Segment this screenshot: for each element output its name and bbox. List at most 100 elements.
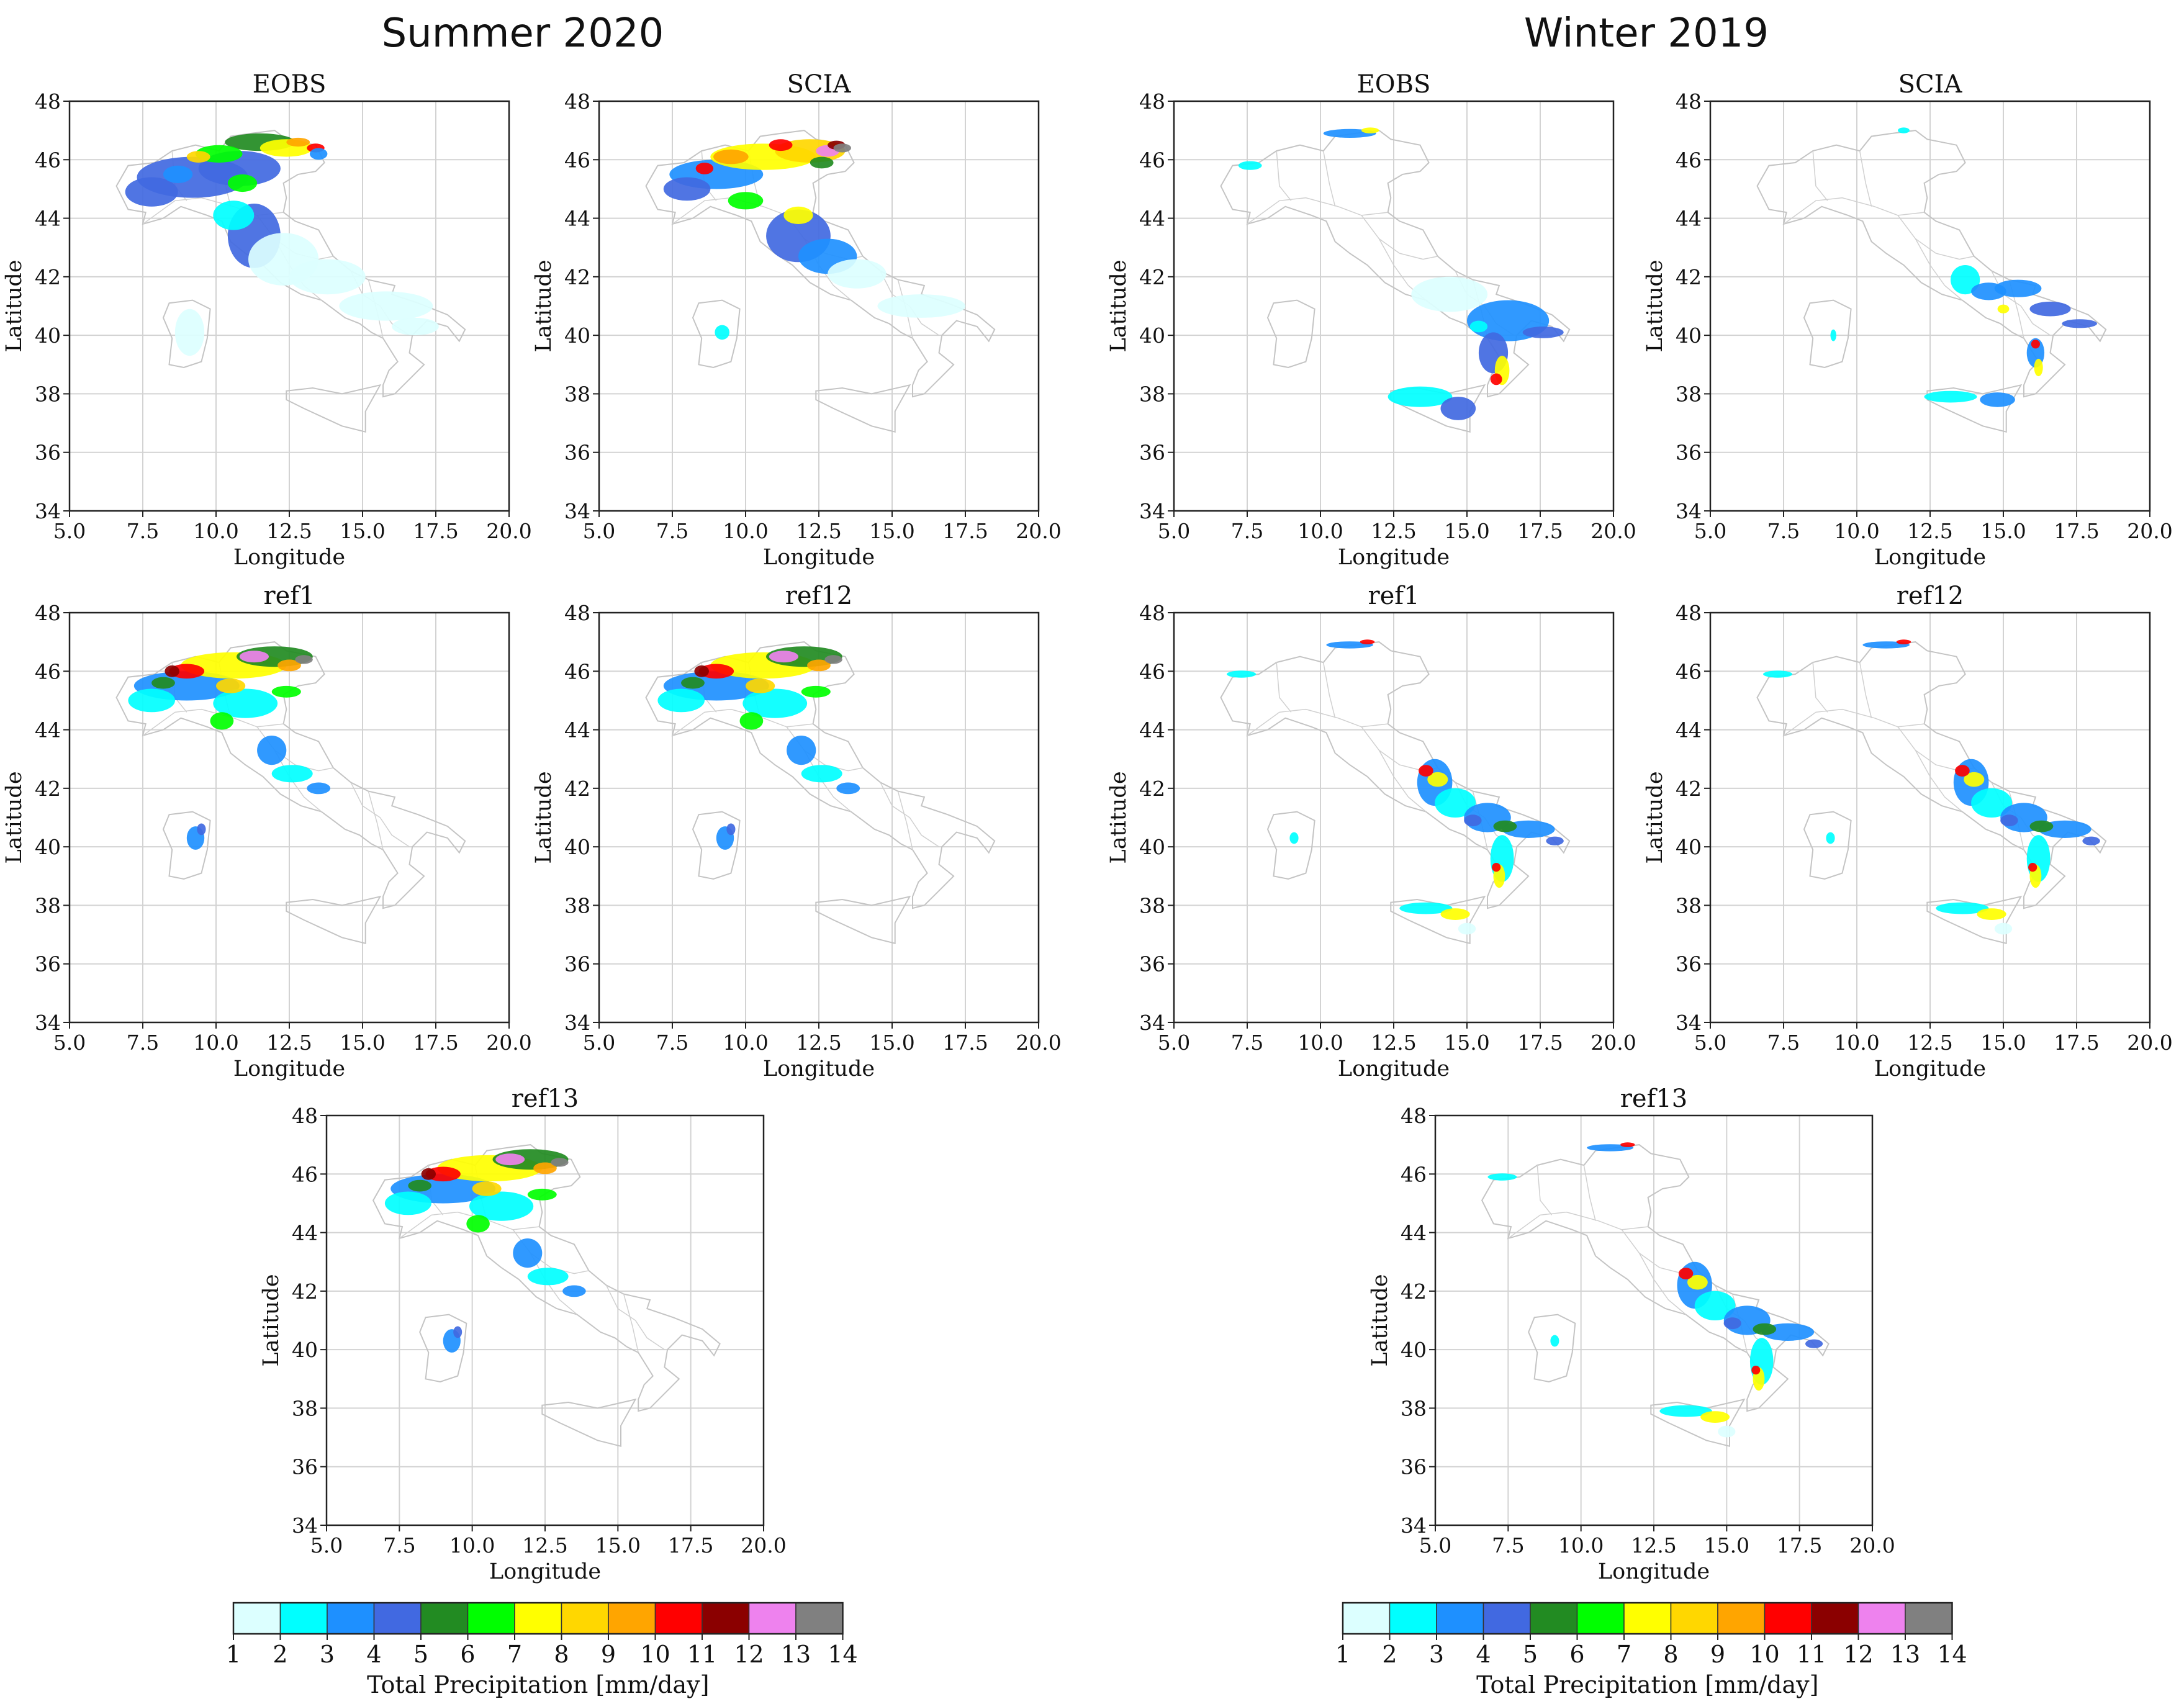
- precipitation-cell: [1440, 908, 1470, 920]
- precipitation-cell: [1411, 276, 1488, 312]
- map-panel: SCIA 5.0 7.5 10.0 12.5 15.0 17.5 20.0 34 36 38 40 42…: [1643, 70, 2173, 570]
- x-tick-label: 5.0: [53, 1030, 86, 1055]
- region-border: [1507, 1211, 1648, 1239]
- region-border: [1783, 708, 1925, 736]
- x-tick-label: 20.0: [486, 519, 531, 543]
- coastline: [1803, 299, 1852, 369]
- x-axis-label: Longitude: [1874, 545, 1986, 570]
- x-axis-label: Longitude: [763, 545, 875, 570]
- y-tick-label: 42: [35, 265, 61, 289]
- y-axis-label: Latitude: [2, 259, 27, 352]
- x-tick-label: 10.0: [1834, 519, 1879, 543]
- x-tick-label: 15.0: [1980, 1030, 2026, 1055]
- precipitation-cell: [210, 712, 234, 730]
- x-tick-label: 5.0: [1694, 1030, 1726, 1055]
- colorbar-tick-label: 10: [1749, 1641, 1779, 1668]
- coastline: [162, 299, 211, 369]
- x-tick-label: 15.0: [869, 1030, 914, 1055]
- y-tick-label: 40: [564, 835, 590, 859]
- x-tick-label: 5.0: [310, 1533, 343, 1557]
- x-tick-label: 7.5: [656, 1030, 688, 1055]
- colorbar-tick-label: 11: [1797, 1641, 1826, 1668]
- region-border: [1812, 151, 1828, 201]
- precipitation-cell: [1805, 1339, 1823, 1348]
- y-tick-label: 44: [564, 207, 590, 231]
- map-panels: EOBS 5.0 7.5 10.0 12.5 15.0 17.5 20.0 34 36 38 40 42…: [2, 70, 2173, 1584]
- y-tick-label: 42: [1676, 265, 1702, 289]
- region-border: [803, 750, 852, 813]
- y-tick-label: 34: [1139, 1011, 1165, 1035]
- precipitation-cell: [527, 1268, 569, 1286]
- precipitation-cell: [197, 823, 206, 836]
- coastline: [815, 384, 911, 433]
- colorbar-segment: [373, 1602, 422, 1634]
- x-tick-label: 7.5: [1492, 1533, 1524, 1557]
- map-panel: SCIA 5.0 7.5 10.0 12.5 15.0 17.5 20.0 34 36 38 40 42…: [531, 70, 1062, 570]
- y-tick-label: 38: [35, 382, 61, 406]
- precipitation-cell: [562, 1285, 586, 1297]
- x-tick-label: 15.0: [1444, 1030, 1489, 1055]
- precipitation-cell: [1659, 1405, 1712, 1417]
- precipitation-cell: [1487, 1173, 1517, 1181]
- y-tick-label: 34: [1139, 499, 1165, 523]
- precipitation-cell: [769, 139, 793, 151]
- y-tick-label: 36: [35, 952, 61, 976]
- x-axis-label: Longitude: [233, 1057, 345, 1081]
- x-tick-label: 5.0: [583, 519, 615, 543]
- x-tick-label: 10.0: [449, 1533, 495, 1557]
- precipitation-cell: [1955, 765, 1970, 777]
- colorbar-segment: [1905, 1602, 1953, 1634]
- y-tick-label: 36: [1676, 441, 1702, 465]
- x-tick-label: 15.0: [340, 1030, 385, 1055]
- precipitation-cell: [213, 688, 278, 718]
- x-tick-label: 17.5: [413, 519, 458, 543]
- x-tick-label: 5.0: [1158, 1030, 1190, 1055]
- colorbar-tick-label: 2: [273, 1641, 287, 1668]
- precipitation-cell: [801, 765, 842, 783]
- coastline: [1266, 299, 1315, 369]
- x-tick-label: 12.5: [1371, 519, 1416, 543]
- colorbar-segment: [1482, 1602, 1531, 1634]
- y-tick-label: 34: [292, 1513, 318, 1538]
- y-tick-label: 38: [564, 893, 590, 917]
- precipitation-cell: [1751, 1366, 1761, 1375]
- precipitation-cell: [833, 143, 852, 153]
- precipitation-cell: [513, 1238, 543, 1268]
- y-tick-label: 44: [1139, 718, 1165, 742]
- x-tick-label: 20.0: [741, 1533, 786, 1557]
- colorbar-tick-label: 4: [1476, 1641, 1491, 1668]
- region-border: [1322, 662, 1336, 718]
- colorbar-segment: [1530, 1602, 1578, 1634]
- x-axis-label: Longitude: [1874, 1057, 1986, 1081]
- y-tick-label: 34: [35, 499, 61, 523]
- x-tick-label: 20.0: [2127, 519, 2172, 543]
- region-border: [1536, 1165, 1553, 1215]
- precipitation-cell: [1977, 908, 2006, 920]
- panel-title: SCIA: [787, 70, 852, 99]
- x-tick-label: 17.5: [2054, 519, 2099, 543]
- y-tick-label: 36: [35, 441, 61, 465]
- coastline: [419, 1314, 467, 1383]
- colorbar-frame: [232, 1602, 844, 1635]
- colorbar-tick-label: 3: [1429, 1641, 1444, 1668]
- x-tick-label: 15.0: [1980, 519, 2026, 543]
- colorbar-tick-label: 8: [554, 1641, 569, 1668]
- precipitation-cell: [2029, 820, 2054, 832]
- precipitation-cell: [681, 677, 705, 689]
- precipitation-cell: [726, 823, 736, 836]
- colorbar-segment: [702, 1602, 750, 1634]
- colorbar-segment: [279, 1602, 328, 1634]
- colorbar-tick-label: 13: [781, 1641, 811, 1668]
- colorbar-segment: [233, 1602, 281, 1634]
- precipitation-cell: [1826, 832, 1835, 844]
- region-border: [880, 782, 939, 847]
- colorbar-label: Total Precipitation [mm/day]: [367, 1671, 709, 1698]
- y-tick-label: 46: [1676, 148, 1702, 172]
- x-tick-label: 7.5: [1767, 519, 1800, 543]
- coastline: [692, 299, 741, 369]
- y-tick-label: 38: [1676, 893, 1702, 917]
- y-tick-label: 48: [292, 1104, 318, 1128]
- colorbar-segment: [795, 1602, 844, 1634]
- coastline: [1926, 384, 2023, 433]
- panel-title: ref13: [512, 1084, 579, 1113]
